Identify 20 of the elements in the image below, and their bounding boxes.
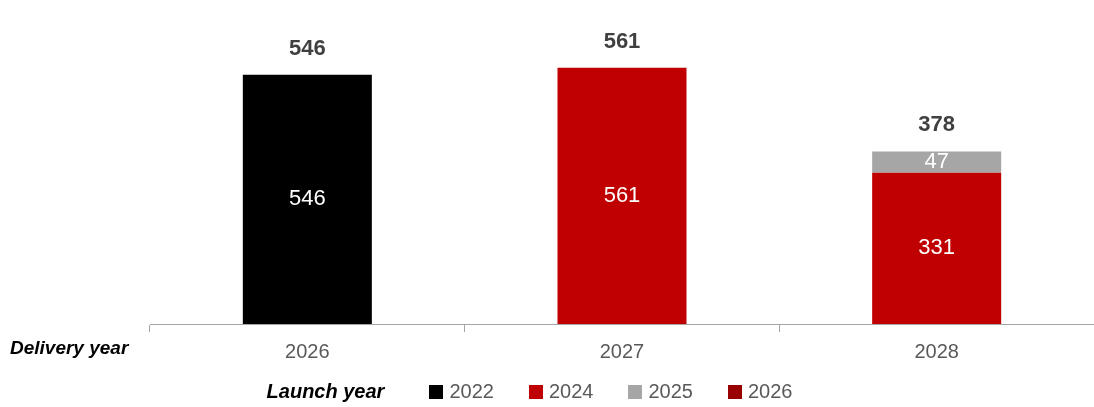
total-label: 546	[288, 34, 326, 60]
legend-label: 2025	[648, 380, 693, 403]
legend-label: 2024	[548, 380, 594, 403]
data-label: 47	[924, 148, 949, 174]
legend-title: Launch year	[266, 380, 385, 403]
bar	[242, 74, 372, 324]
legend-label: 2026	[747, 380, 793, 403]
bar	[872, 172, 1002, 324]
data-label: 561	[603, 181, 641, 207]
bar	[872, 151, 1002, 173]
x-tick-label: 2027	[599, 339, 645, 362]
legend-label: 2022	[449, 380, 494, 403]
x-tick-label: 2026	[285, 339, 330, 362]
total-label: 378	[918, 111, 956, 137]
bar	[557, 67, 687, 324]
total-label: 561	[603, 27, 641, 53]
x-tick-label: 2028	[914, 339, 959, 362]
x-axis-title: Delivery year	[10, 337, 129, 359]
data-label: 546	[288, 185, 326, 211]
data-label: 331	[918, 234, 956, 260]
